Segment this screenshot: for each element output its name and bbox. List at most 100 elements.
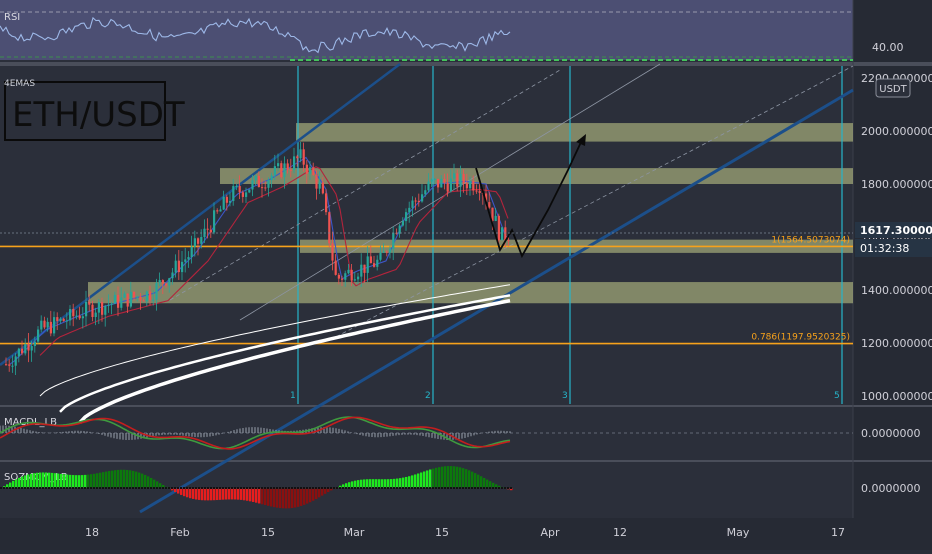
candle-body [40, 321, 42, 330]
sqz-bar [462, 468, 464, 488]
candle-body [424, 190, 426, 194]
sqz-bar [228, 488, 230, 499]
x-tick-label: Feb [170, 526, 189, 539]
sqz-dot [255, 487, 257, 489]
sqz-bar [390, 479, 392, 488]
sqz-dot [390, 487, 392, 489]
candle-body [466, 183, 468, 188]
candle-body [178, 261, 180, 272]
sqz-bar [285, 488, 287, 508]
sqz-dot [213, 487, 215, 489]
candle-body [184, 259, 186, 261]
sqz-bar [480, 476, 482, 488]
sqz-bar [123, 470, 125, 488]
sqz-dot [486, 487, 488, 489]
candle-body [91, 305, 93, 317]
sqz-dot [363, 487, 365, 489]
sqz-dot [315, 487, 317, 489]
sqz-bar [18, 478, 20, 488]
candle-body [443, 179, 445, 183]
sqz-bar [432, 469, 434, 488]
sqz-dot [261, 487, 263, 489]
sqz-bar [24, 475, 26, 488]
candle-body [88, 302, 90, 305]
sqz-dot [177, 487, 179, 489]
sqz-dot [429, 487, 431, 489]
sqz-dot [285, 487, 287, 489]
sqz-bar [372, 479, 374, 488]
candle-body [194, 238, 196, 246]
candle-body [43, 321, 45, 328]
candle-body [136, 297, 138, 298]
sqz-bar [468, 470, 470, 488]
sqz-dot [324, 487, 326, 489]
sqz-dot [84, 487, 86, 489]
sqz-bar [282, 488, 284, 508]
sqz-bar [264, 488, 266, 505]
sqz-bar [456, 467, 458, 488]
candle-body [200, 237, 202, 244]
sqz-dot [333, 487, 335, 489]
sqz-dot [417, 487, 419, 489]
sqz-bar [12, 481, 14, 488]
sqz-dot [327, 487, 329, 489]
candle-body [325, 193, 327, 212]
sqz-bar [210, 488, 212, 500]
sqz-bar [399, 478, 401, 488]
candle-body [312, 167, 314, 175]
sqz-dot [465, 487, 467, 489]
sqz-dot [9, 487, 11, 489]
y-tick-label: 1000.0000000 [861, 390, 932, 403]
sqz-dot [51, 487, 53, 489]
candle-body [216, 210, 218, 211]
sqz-dot [330, 487, 332, 489]
sqz-dot [174, 487, 176, 489]
sqz-dot [414, 487, 416, 489]
sqz-dot [102, 487, 104, 489]
sqz-dot [420, 487, 422, 489]
sqz-dot [249, 487, 251, 489]
sqz-dot [438, 487, 440, 489]
candle-body [56, 317, 58, 321]
candle-body [408, 208, 410, 212]
sqz-dot [153, 487, 155, 489]
sqz-dot [222, 487, 224, 489]
candle-body [351, 270, 353, 281]
candle-body [66, 320, 68, 321]
sqz-dot [117, 487, 119, 489]
sqz-dot [27, 487, 29, 489]
sqz-bar [216, 488, 218, 500]
sqz-bar [477, 475, 479, 488]
sqz-dot [24, 487, 26, 489]
sqz-bar [186, 488, 188, 497]
macd-tick: 0.0000000 [861, 427, 921, 440]
candle-body [37, 330, 39, 342]
sqz-dot [42, 487, 44, 489]
sqz-bar [69, 475, 71, 488]
sqz-bar [51, 473, 53, 488]
candle-body [251, 180, 253, 189]
sqz-bar [471, 472, 473, 488]
candle-body [389, 249, 391, 253]
sqz-dot [408, 487, 410, 489]
sqz-dot [30, 487, 32, 489]
candle-body [111, 304, 113, 305]
sqz-dot [240, 487, 242, 489]
candle-body [130, 292, 132, 307]
sqz-bar [423, 471, 425, 488]
sqz-bar [60, 474, 62, 488]
sqz-bar [393, 479, 395, 488]
sqz-bar [21, 477, 23, 488]
sqz-dot [450, 487, 452, 489]
sqz-dot [147, 487, 149, 489]
candle-body [383, 252, 385, 253]
sqz-dot [468, 487, 470, 489]
candle-body [261, 187, 263, 188]
countdown-label: 01:32:38 [860, 242, 909, 255]
sqz-dot [483, 487, 485, 489]
sqz-dot [81, 487, 83, 489]
candle-body [175, 261, 177, 273]
candle-body [24, 344, 26, 353]
sqz-dot [69, 487, 71, 489]
